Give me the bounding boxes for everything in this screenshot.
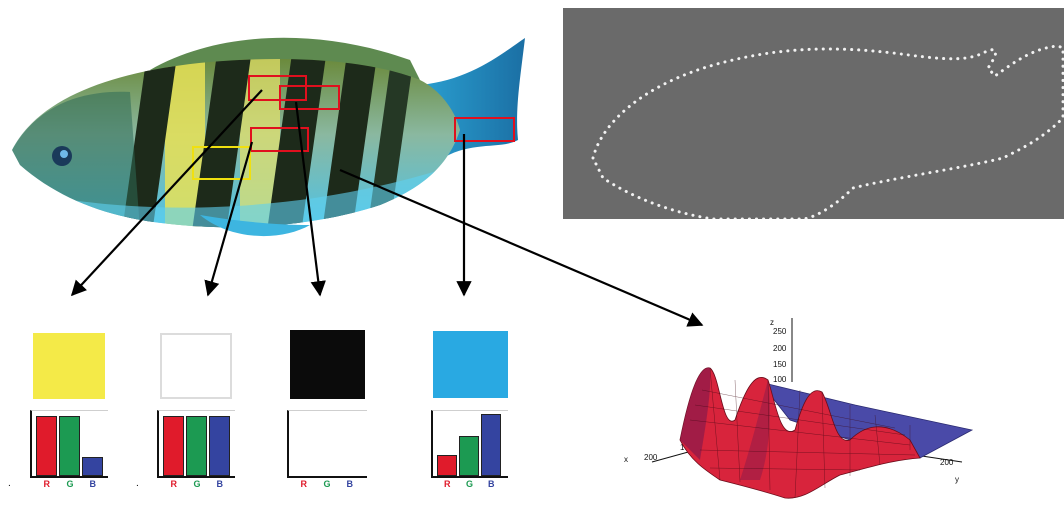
surface-plot: z 250 200 150 100 x 200 150 150 200 y	[624, 318, 974, 499]
histogram-label-r: R	[444, 479, 451, 489]
histogram-bar-r	[36, 416, 57, 476]
histogram-bar-g	[186, 416, 207, 476]
arrow-to-white-swatch	[204, 141, 254, 297]
histogram-label-b: B	[216, 479, 224, 489]
histogram-label-g: G	[193, 479, 201, 489]
arrow-to-surface-plot	[339, 168, 704, 327]
histogram-bar-r	[437, 455, 457, 476]
color-swatch-yellow	[33, 333, 105, 399]
surface-z-label: z	[770, 318, 774, 327]
histogram-label-r: R	[170, 479, 178, 489]
surface-z-tick-100: 100	[773, 375, 787, 384]
histogram-bar-b	[209, 416, 230, 476]
fish-image	[12, 37, 525, 237]
surface-z-tick-150: 150	[773, 360, 787, 369]
histogram-bar-b	[82, 457, 103, 476]
fish-contour-dots	[591, 44, 1064, 219]
surface-z-tick-200: 200	[773, 344, 787, 353]
histogram-label-g: G	[66, 479, 74, 489]
surface-x-label: x	[624, 455, 628, 464]
left-margin-mark: .	[8, 478, 11, 489]
histogram-label-b: B	[488, 479, 495, 489]
surface-x-tick-200: 200	[644, 453, 658, 462]
histogram-bar-g	[59, 416, 80, 476]
surface-y-tick-200: 200	[940, 458, 954, 467]
histogram-bar-g	[459, 436, 479, 476]
color-swatch-blue	[433, 331, 508, 398]
fish-contour-panel	[563, 8, 1064, 219]
histogram-label-r: R	[300, 479, 308, 489]
histogram-label-g: G	[323, 479, 331, 489]
histogram-bar-b	[481, 414, 501, 476]
region-box-tail	[454, 117, 515, 142]
histogram-label-g: G	[466, 479, 474, 489]
region-box-yellow-stripe	[248, 75, 307, 101]
arrow-to-yellow-swatch	[70, 89, 263, 297]
histogram-bar-r	[163, 416, 184, 476]
color-swatch-black	[290, 330, 365, 399]
histogram-label-b: B	[89, 479, 97, 489]
histogram-label-b: B	[346, 479, 354, 489]
surface-mesh	[679, 367, 974, 499]
arrow-to-black-swatch	[294, 101, 326, 297]
region-box-dark-stripe	[279, 85, 340, 110]
color-swatch-white	[160, 333, 232, 399]
left-margin-mark-2: .	[136, 478, 139, 489]
surface-y-label: y	[955, 475, 959, 484]
surface-z-tick-250: 250	[773, 327, 787, 336]
region-box-white-stripe	[250, 127, 309, 152]
histogram-label-r: R	[43, 479, 51, 489]
